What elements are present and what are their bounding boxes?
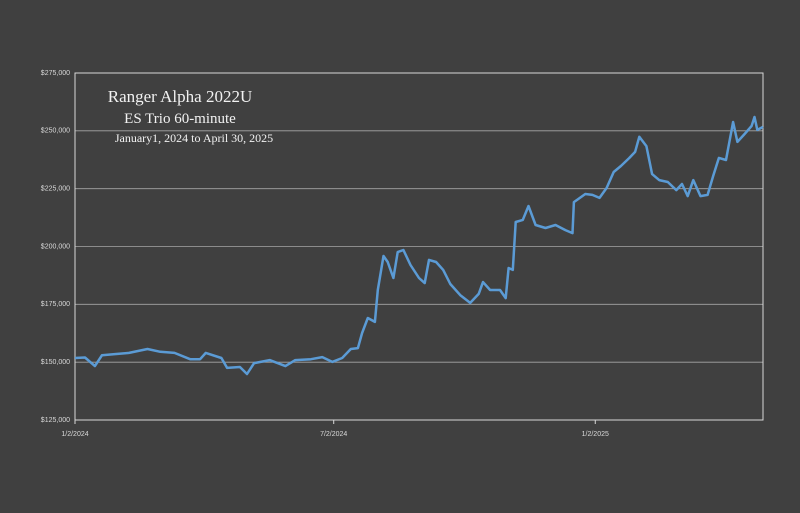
plot-border xyxy=(74,72,764,421)
x-tick-label: 7/2/2024 xyxy=(320,431,347,438)
y-tick-label: $150,000 xyxy=(41,359,70,366)
date-range: January1, 2024 to April 30, 2025 xyxy=(115,131,273,145)
chart-subtitle: ES Trio 60-minute xyxy=(124,111,236,127)
y-tick-label: $225,000 xyxy=(41,186,70,193)
y-tick-label: $200,000 xyxy=(41,243,70,250)
y-tick-label: $175,000 xyxy=(41,301,70,308)
y-tick-label: $275,000 xyxy=(41,70,70,77)
chart-title: Ranger Alpha 2022U xyxy=(108,87,252,106)
x-tick-label: 1/2/2025 xyxy=(582,431,609,438)
data-line xyxy=(74,115,764,376)
x-tick-label: 1/2/2024 xyxy=(61,431,88,438)
y-tick-label: $125,000 xyxy=(41,417,70,424)
y-tick-label: $250,000 xyxy=(41,128,70,135)
